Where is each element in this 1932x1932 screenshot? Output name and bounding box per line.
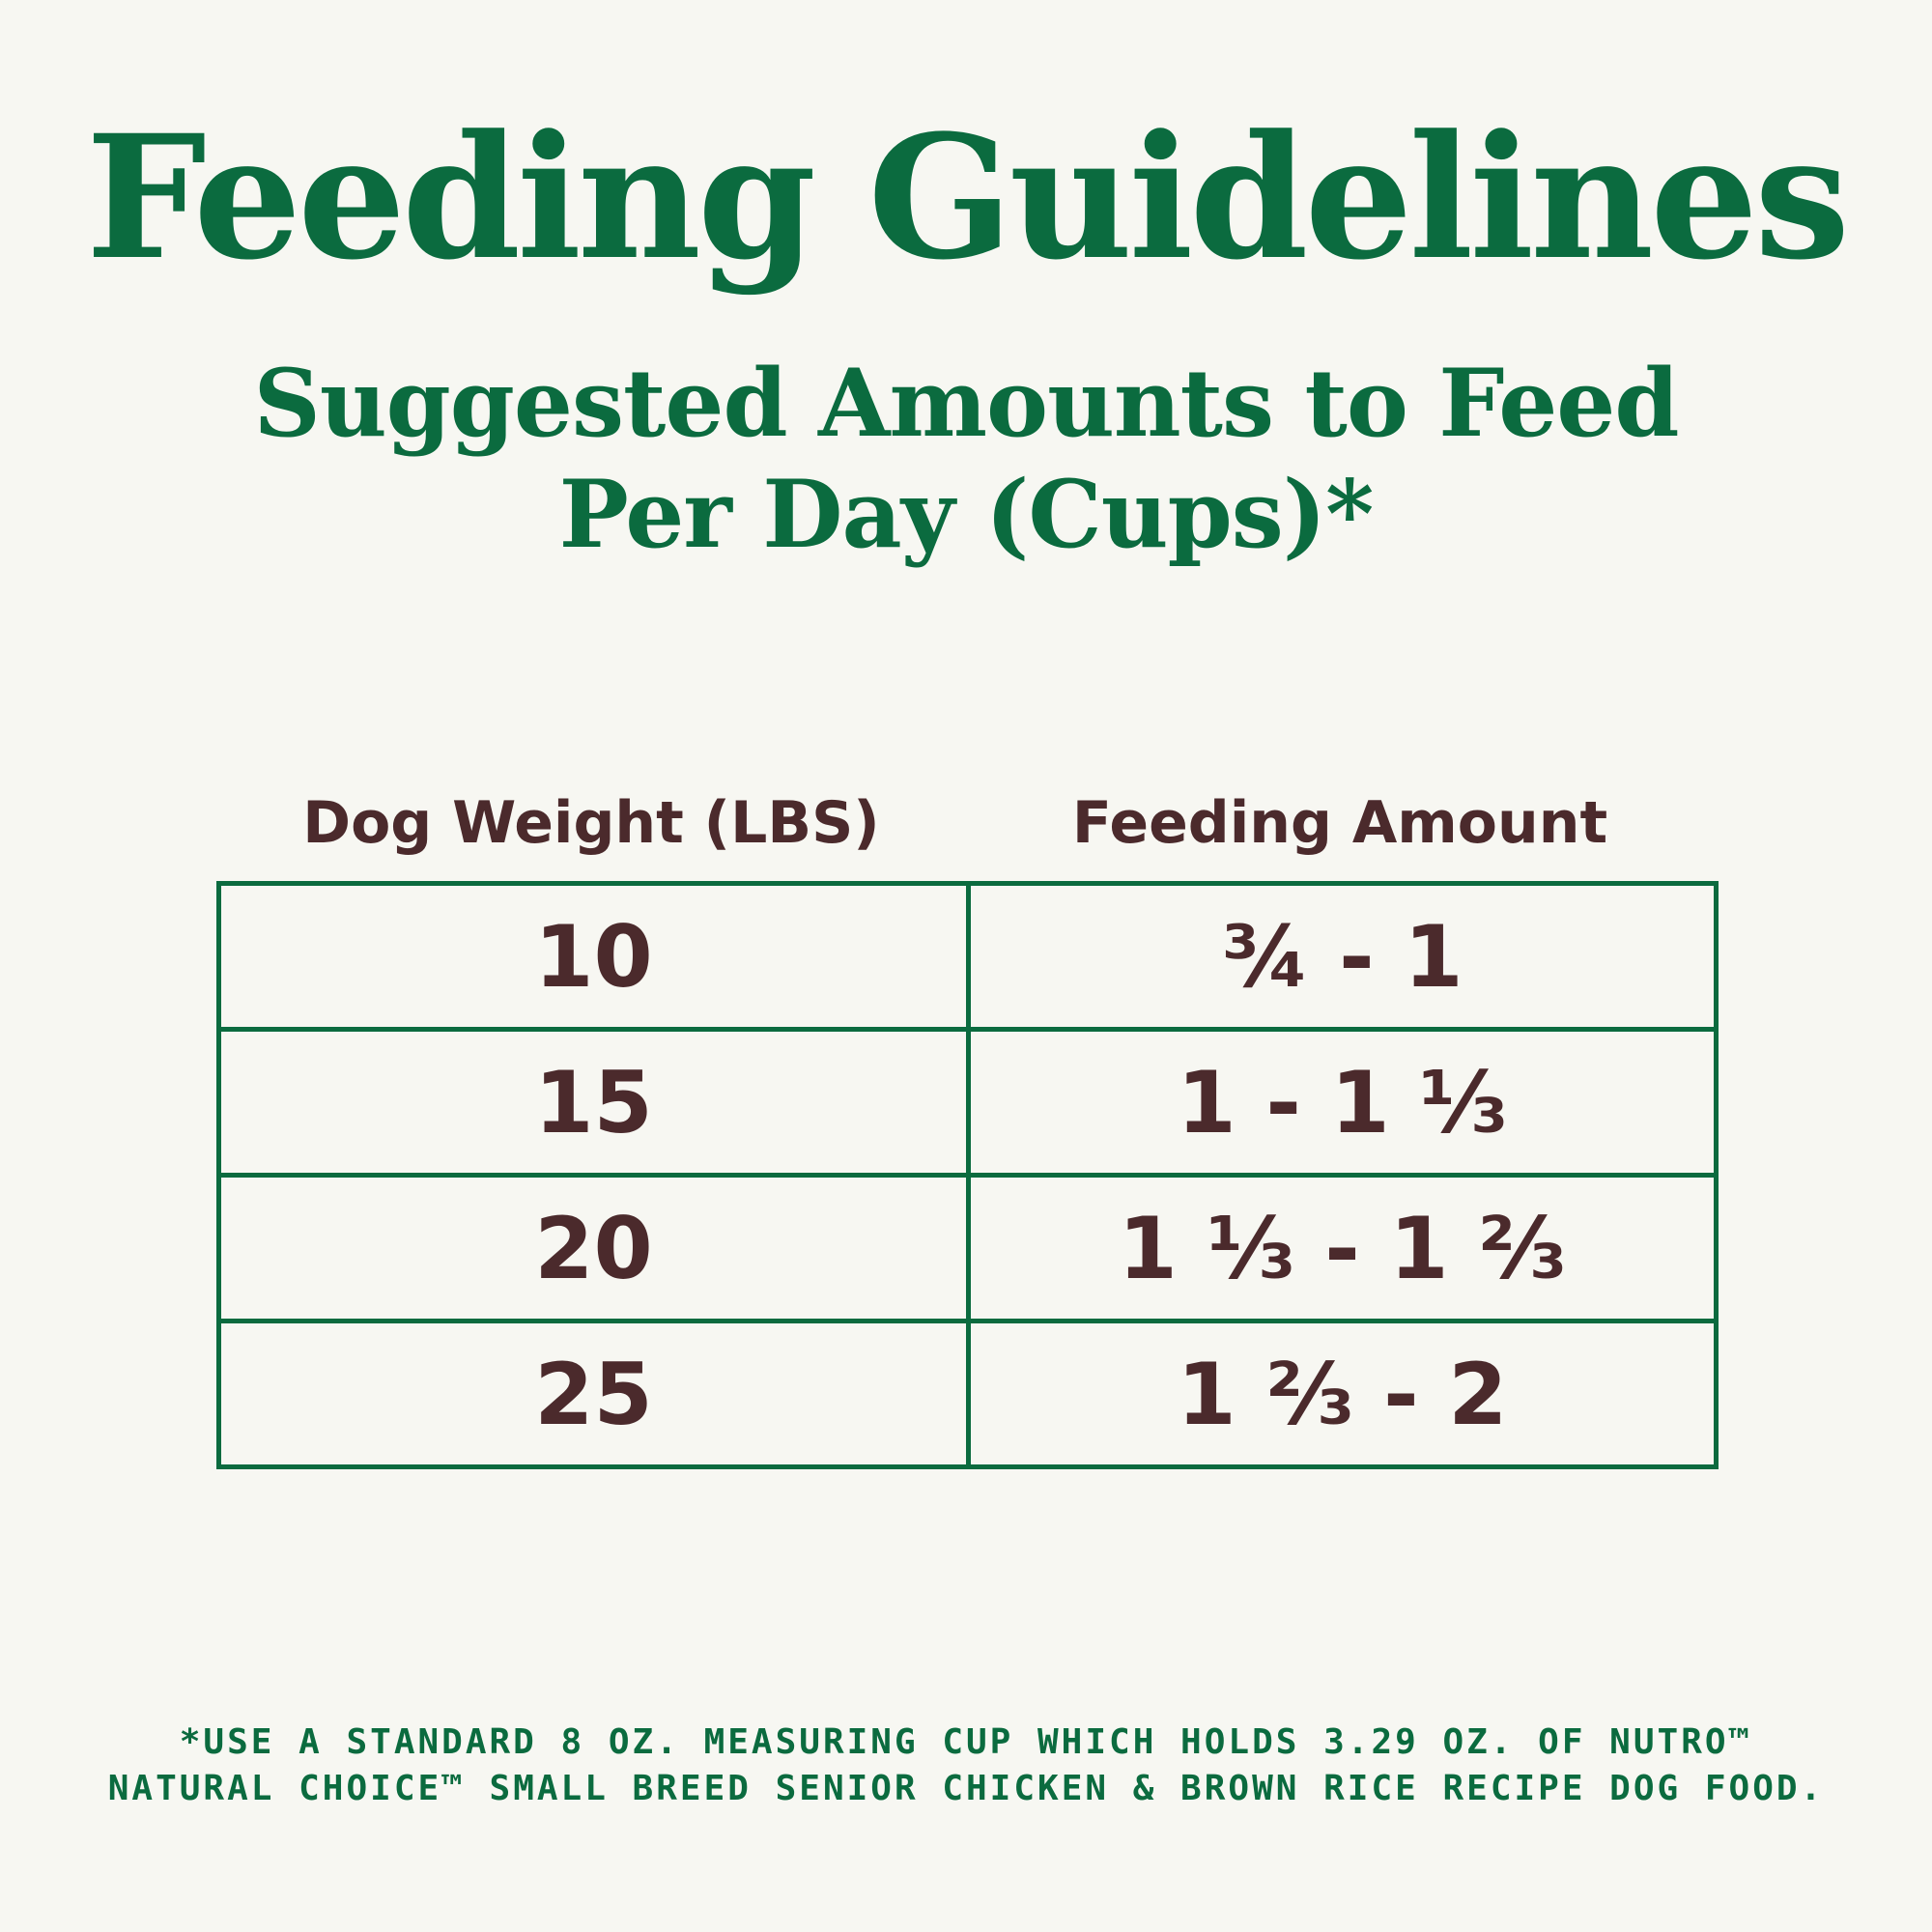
table-row: 20 1 ⅓ - 1 ⅔ xyxy=(216,1173,1719,1323)
footnote-line-1: *USE A STANDARD 8 OZ. MEASURING CUP WHIC… xyxy=(179,1722,1753,1762)
subtitle-line-1: Suggested Amounts to Feed xyxy=(253,349,1680,458)
feeding-amount-cell: 1 ⅓ - 1 ⅔ xyxy=(966,1173,1719,1323)
feeding-amount-cell: 1 ⅔ - 2 xyxy=(966,1319,1719,1469)
dog-weight-cell: 20 xyxy=(216,1173,971,1323)
feeding-amount-cell: 1 - 1 ⅓ xyxy=(966,1027,1719,1178)
footnote-line-2: NATURAL CHOICE™ SMALL BREED SENIOR CHICK… xyxy=(107,1769,1825,1808)
table-row: 10 ¾ - 1 xyxy=(216,881,1719,1032)
feeding-amount-cell: ¾ - 1 xyxy=(966,881,1719,1032)
footnote: *USE A STANDARD 8 OZ. MEASURING CUP WHIC… xyxy=(0,1719,1932,1812)
table-row: 25 1 ⅔ - 2 xyxy=(216,1319,1719,1469)
dog-weight-cell: 15 xyxy=(216,1027,971,1178)
page-subtitle: Suggested Amounts to Feed Per Day (Cups)… xyxy=(0,348,1932,570)
dog-weight-cell: 10 xyxy=(216,881,971,1032)
subtitle-line-2: Per Day (Cups)* xyxy=(558,460,1375,569)
column-header-dog-weight: Dog Weight (LBS) xyxy=(302,789,880,857)
page-title: Feeding Guidelines xyxy=(85,98,1850,298)
dog-weight-cell: 25 xyxy=(216,1319,971,1469)
feeding-table: 10 ¾ - 1 15 1 - 1 ⅓ 20 1 ⅓ - 1 ⅔ 25 1 ⅔ … xyxy=(216,881,1719,1469)
column-header-feeding-amount: Feeding Amount xyxy=(1071,789,1608,857)
table-row: 15 1 - 1 ⅓ xyxy=(216,1027,1719,1178)
